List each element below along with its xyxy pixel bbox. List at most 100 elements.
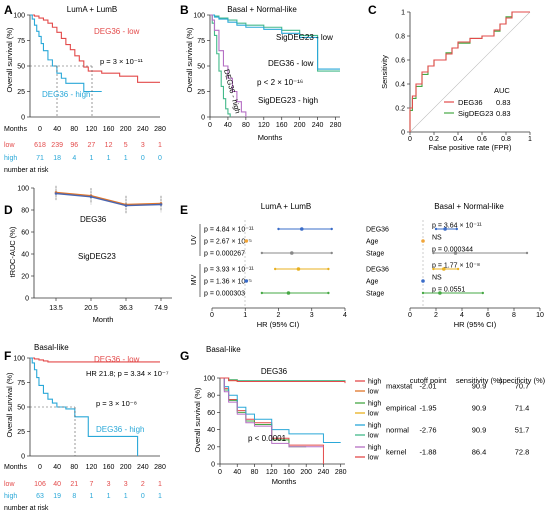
panel-f-risk-low-value: 1 bbox=[158, 481, 162, 488]
panel-d-sigdeg23-point bbox=[159, 203, 163, 206]
panel-g-header-sens: sensitivity (%) bbox=[456, 376, 503, 385]
panel-c-xtick-label: 0 bbox=[408, 136, 412, 143]
panel-f-risk-low-value: 21 bbox=[70, 481, 78, 488]
panel-b-xtick-label: 40 bbox=[224, 122, 232, 129]
panel-f-risk-high-value: 1 bbox=[124, 493, 128, 500]
panel-e: E LumA + LumB Basal + Normal-like UV MV … bbox=[180, 202, 544, 329]
panel-a-risk-high-value: 0 bbox=[158, 155, 162, 162]
panel-d-sigdeg23-point bbox=[89, 195, 93, 199]
panel-c-ylabel: Sensitivity bbox=[380, 55, 389, 89]
panel-f-xtick-label: 80 bbox=[70, 464, 78, 471]
panel-c-ytick-label: 0.4 bbox=[395, 82, 405, 89]
panel-g-legend-low-label: low bbox=[368, 433, 379, 440]
panel-e-right-ci-end bbox=[422, 279, 425, 283]
panel-e-left-pval: p = 4.84 × 10⁻¹¹ bbox=[204, 227, 254, 234]
panel-a-risk-low-value: 12 bbox=[105, 142, 113, 149]
panel-e-left-pval: p = 0.000303 bbox=[204, 291, 245, 298]
panel-e-left-pval: p = 3.93 × 10⁻¹¹ bbox=[204, 267, 254, 274]
panel-f-xtick-label: 0 bbox=[38, 464, 42, 471]
panel-d: D tROC-AUC (%) 0 20 40 60 80 100 13.5 20.5 36.3… bbox=[4, 186, 172, 324]
panel-e-right-hr-point bbox=[438, 291, 442, 295]
panel-g-header-spec: specificity (%) bbox=[499, 376, 546, 385]
panel-a-risk-low-label: low bbox=[4, 142, 15, 149]
panel-f-high-label: DEG36 - high bbox=[96, 425, 144, 434]
panel-c-legend-deg36: DEG36 bbox=[458, 98, 483, 107]
panel-g-cutoff-value: -1.88 bbox=[419, 448, 436, 457]
panel-f-hr: HR 21.8; p = 3.34 × 10⁻⁷ bbox=[86, 369, 169, 378]
panel-c-deg36-curve bbox=[409, 11, 530, 132]
panel-d-xtick-label: 36.3 bbox=[119, 305, 133, 312]
panel-c-ytick-label: 0.6 bbox=[395, 58, 405, 65]
panel-e-right-ci-end bbox=[434, 227, 438, 231]
panel-g-ytick-label: 60 bbox=[207, 410, 215, 417]
panel-e-right-ci-end bbox=[421, 291, 425, 295]
panel-e-left-xtick-label: 3 bbox=[310, 312, 314, 319]
panel-e-right-pval: p = 0.000344 bbox=[432, 247, 473, 254]
panel-e-right-xtick-label: 10 bbox=[536, 312, 544, 319]
panel-c-xtick-label: 0.4 bbox=[453, 136, 463, 143]
panel-e-left-marks bbox=[244, 227, 333, 295]
panel-g-method-name: maxstat bbox=[386, 382, 413, 391]
panel-g-xticks: 0 40 80 120 160 200 240 280 bbox=[218, 464, 347, 476]
panel-d-deg36-label: DEG36 bbox=[80, 215, 107, 224]
panel-e-mv-label: MV bbox=[191, 274, 198, 285]
panel-e-right-pval: p = 1.77 × 10⁻⁸ bbox=[432, 263, 480, 270]
panel-a-risk-low-value: 5 bbox=[124, 142, 128, 149]
panel-b-ytick-label: 50 bbox=[197, 64, 205, 71]
panel-e-left-ci-end bbox=[273, 267, 277, 271]
panel-b-xtick-label: 80 bbox=[242, 122, 250, 129]
panel-e-row-label: DEG36 bbox=[366, 267, 389, 274]
panel-g-letter: G bbox=[180, 349, 189, 363]
panel-g-curve bbox=[220, 377, 346, 384]
panel-c-xtick-label: 0.2 bbox=[429, 136, 439, 143]
panel-f-xtick-label: 120 bbox=[86, 464, 98, 471]
panel-g-xtick-label: 40 bbox=[233, 469, 241, 476]
panel-e-left-ci-end bbox=[277, 227, 280, 231]
panel-d-sigdeg23-point bbox=[124, 204, 128, 207]
panel-g-xtick-label: 160 bbox=[283, 469, 295, 476]
panel-e-left-pvals: p = 4.84 × 10⁻¹¹ p = 2.67 × 10⁻⁵ p = 0.000… bbox=[204, 227, 254, 298]
panel-e-left-ci-end bbox=[260, 291, 264, 295]
panel-e-left-hr-point bbox=[290, 251, 294, 255]
panel-a-risk-high-value: 4 bbox=[72, 155, 76, 162]
panel-a-risk-caption: number at risk bbox=[4, 167, 49, 174]
panel-g-sensitivity-value: 90.9 bbox=[472, 382, 487, 391]
panel-a-pval: p = 3 × 10⁻¹¹ bbox=[100, 57, 143, 66]
panel-e-right-ci-end bbox=[455, 227, 458, 231]
panel-b-ytick-label: 100 bbox=[193, 13, 205, 20]
panel-g-ytick-label: 40 bbox=[207, 427, 215, 434]
panel-b-sig-low-label: SigDEG23 - low bbox=[276, 33, 333, 42]
panel-g-cutoff-value: -2.01 bbox=[419, 382, 436, 391]
panel-e-left-ci-end bbox=[327, 267, 330, 271]
panel-b-letter: B bbox=[180, 3, 189, 17]
panel-a-xtick-label: 280 bbox=[154, 126, 166, 133]
panel-d-ytick-label: 100 bbox=[17, 186, 29, 193]
panel-g-ytick-label: 0 bbox=[211, 462, 215, 469]
panel-b-xtick-label: 120 bbox=[258, 122, 270, 129]
panel-f-letter: F bbox=[4, 349, 11, 363]
panel-c-diagonal bbox=[409, 11, 531, 133]
panel-g-xtick-label: 80 bbox=[251, 469, 259, 476]
panel-a-low-curve bbox=[30, 14, 160, 83]
panel-b-xtick-label: 0 bbox=[208, 122, 212, 129]
panel-f-risk-low-value: 3 bbox=[107, 481, 111, 488]
panel-a-risk-high-value: 1 bbox=[89, 155, 93, 162]
panel-g-curves bbox=[220, 377, 346, 464]
panel-g-yticks: 0 20 40 60 80 100 bbox=[203, 376, 220, 469]
panel-a-plot: 0 25 50 75 100 bbox=[13, 13, 160, 122]
panel-f-xtick-label: 40 bbox=[53, 464, 61, 471]
panel-f-xtick-label: 160 bbox=[103, 464, 115, 471]
panel-e-row-label: Age bbox=[366, 239, 379, 246]
panel-a: A LumA + LumB Overall survival (%) 02550… bbox=[4, 3, 166, 174]
panel-e-row-label: Stage bbox=[366, 291, 384, 298]
panel-d-sigdeg23-point bbox=[54, 192, 58, 195]
panel-b-ytick-label: 75 bbox=[197, 38, 205, 45]
panel-e-left-hr-point bbox=[299, 227, 304, 231]
panel-e-right-hr-point bbox=[442, 267, 446, 271]
panel-e-right-ci-end bbox=[432, 251, 435, 255]
panel-c-ytick-label: 0 bbox=[401, 130, 405, 137]
panel-g-legend-high-label: high bbox=[368, 423, 381, 430]
panel-a-xtick-label: 80 bbox=[70, 126, 78, 133]
panel-b-deg-low-label: DEG36 - low bbox=[268, 59, 314, 68]
panel-g-xtick-label: 200 bbox=[300, 469, 312, 476]
